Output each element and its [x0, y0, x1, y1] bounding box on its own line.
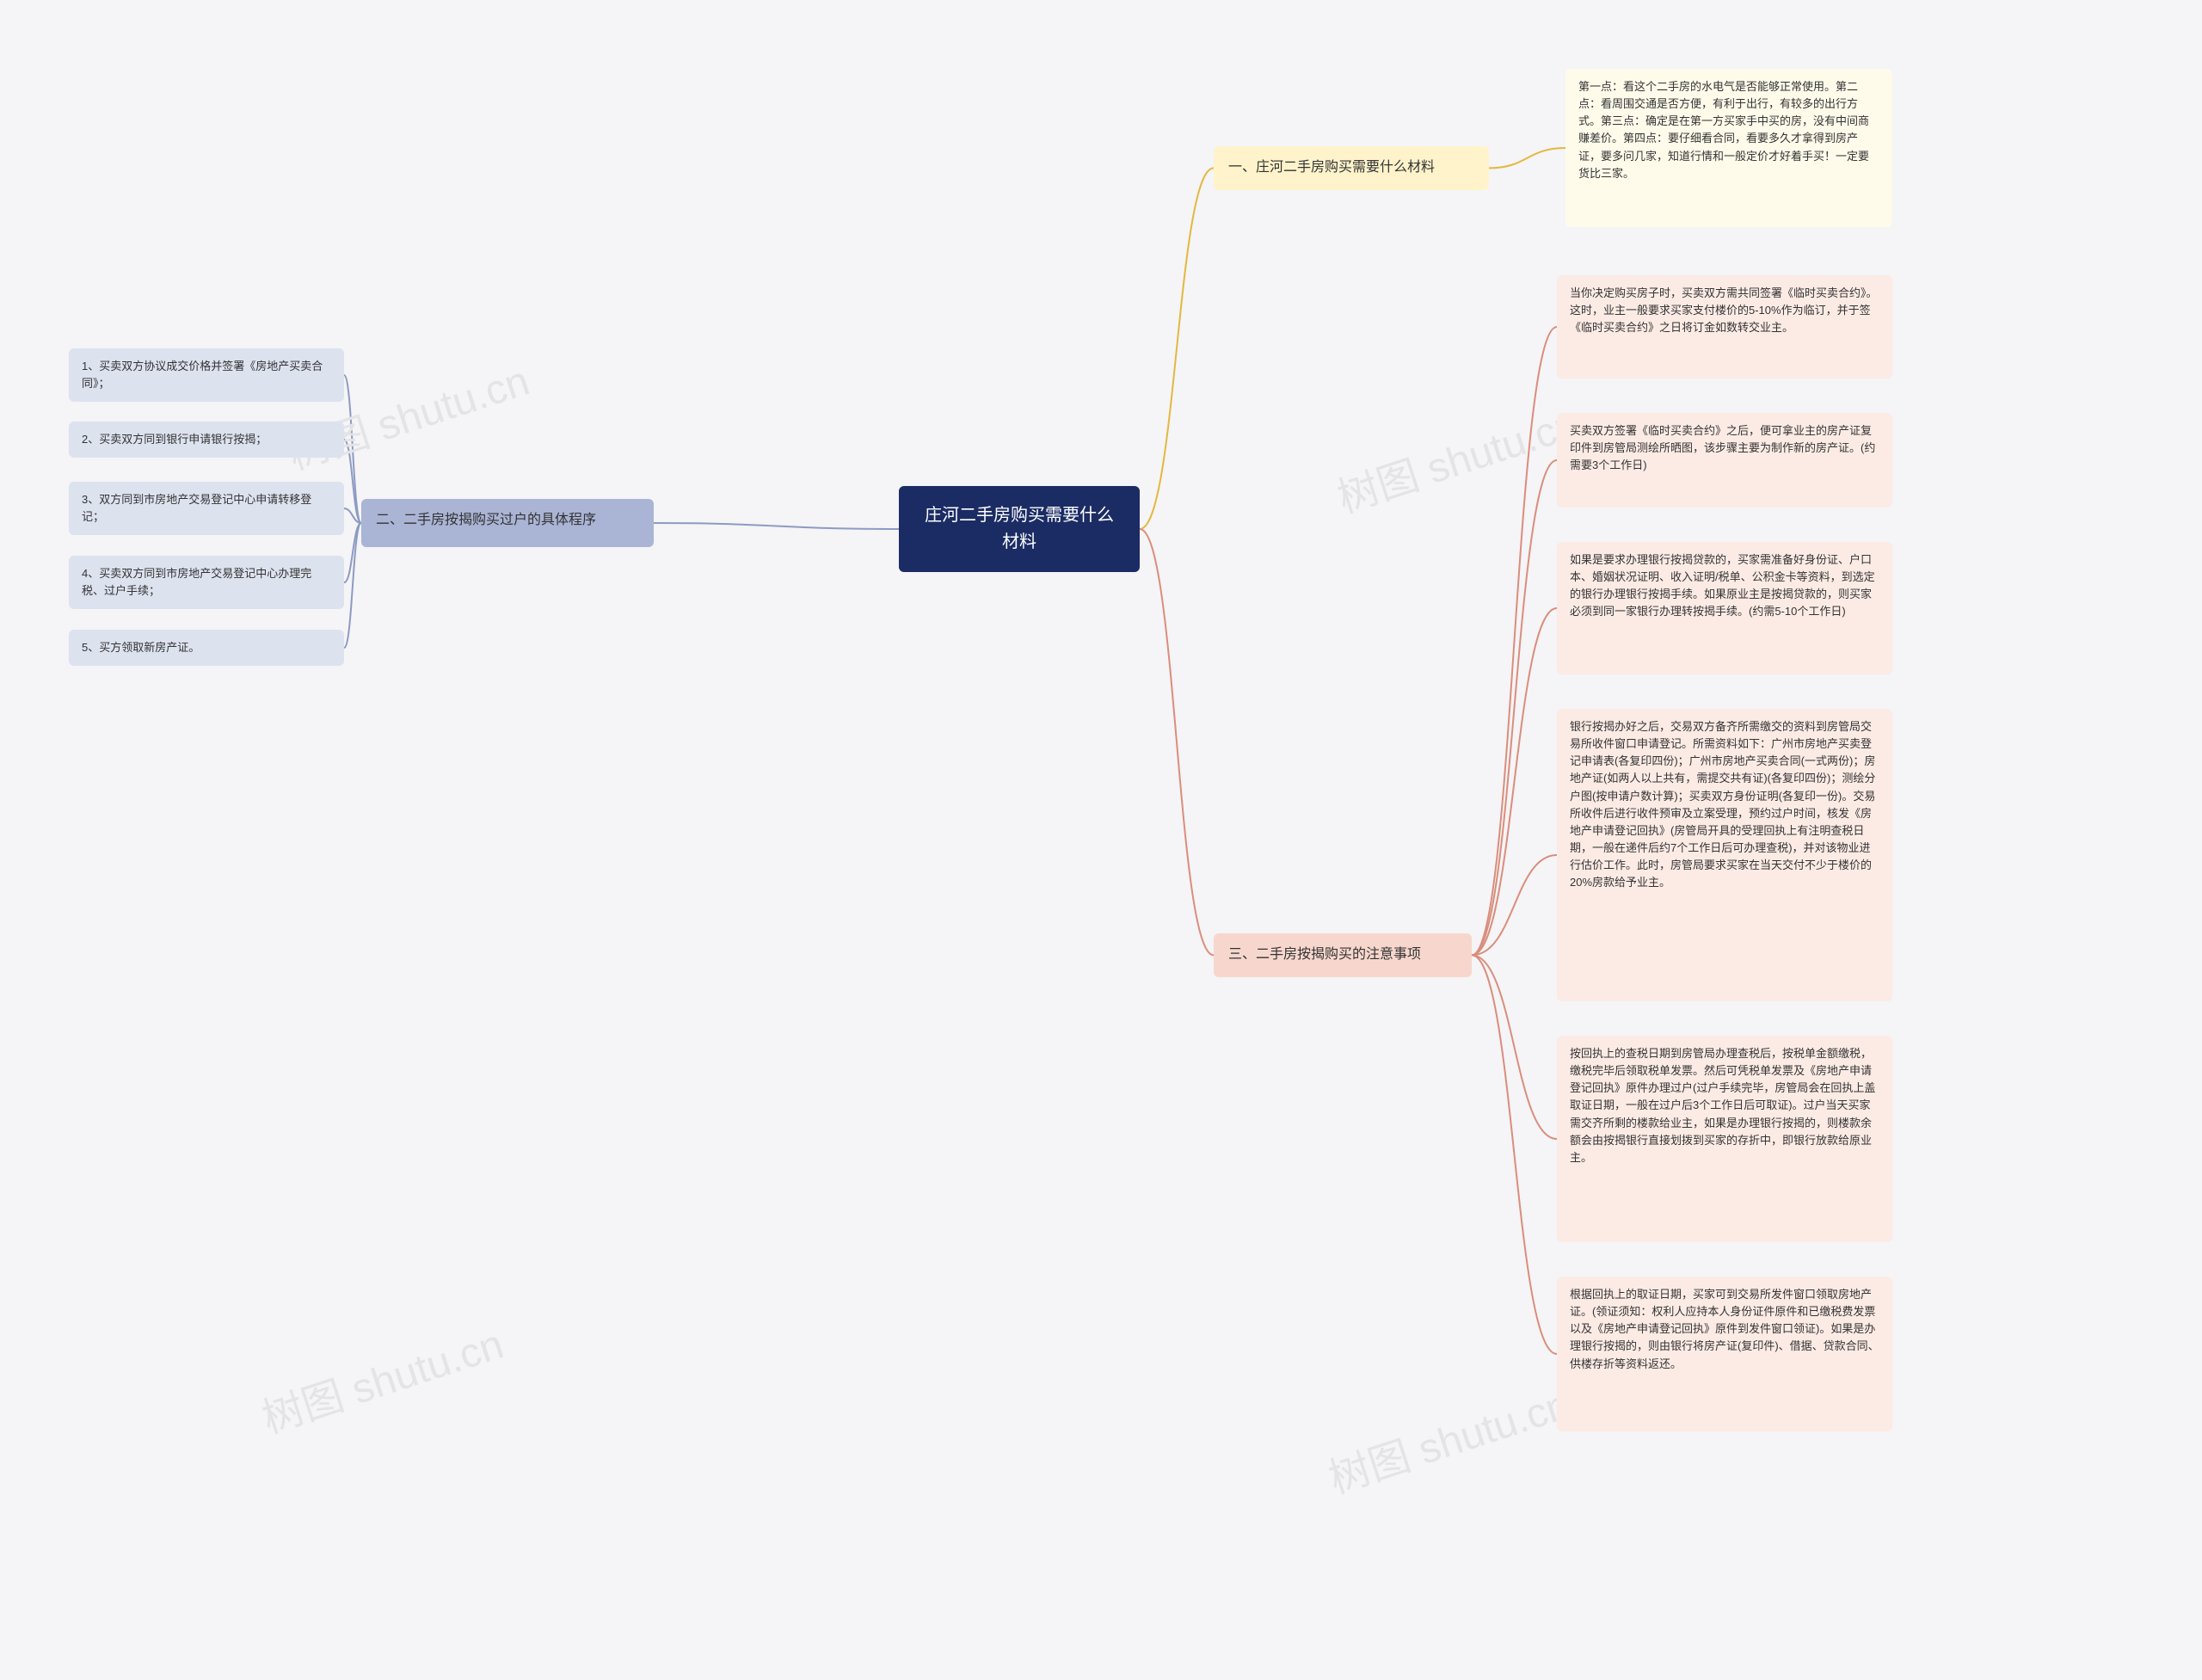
watermark: 树图 shutu.cn: [255, 1314, 513, 1452]
branch-2-leaf-1[interactable]: 1、买卖双方协议成交价格并签署《房地产买卖合同》；: [69, 348, 344, 402]
branch-2-leaf-2[interactable]: 2、买卖双方同到银行申请银行按揭；: [69, 422, 344, 458]
branch-1[interactable]: 一、庄河二手房购买需要什么材料: [1214, 146, 1489, 190]
branch-2-leaf-5[interactable]: 5、买方领取新房产证。: [69, 630, 344, 666]
branch-2-leaf-3[interactable]: 3、双方同到市房地产交易登记中心申请转移登记；: [69, 482, 344, 535]
root-node[interactable]: 庄河二手房购买需要什么材料: [899, 486, 1140, 572]
branch-3-leaf-5[interactable]: 按回执上的查税日期到房管局办理查税后，按税单金额缴税，缴税完毕后领取税单发票。然…: [1557, 1036, 1892, 1242]
branch-3[interactable]: 三、二手房按揭购买的注意事项: [1214, 933, 1472, 977]
branch-2-leaf-4[interactable]: 4、买卖双方同到市房地产交易登记中心办理完税、过户手续；: [69, 556, 344, 609]
branch-3-leaf-2[interactable]: 买卖双方签署《临时买卖合约》之后，便可拿业主的房产证复印件到房管局测绘所晒图，该…: [1557, 413, 1892, 508]
branch-1-leaf-1[interactable]: 第一点：看这个二手房的水电气是否能够正常使用。第二点：看周围交通是否方便，有利于…: [1565, 69, 1892, 227]
branch-3-leaf-4[interactable]: 银行按揭办好之后，交易双方备齐所需缴交的资料到房管局交易所收件窗口申请登记。所需…: [1557, 709, 1892, 1001]
branch-3-leaf-6[interactable]: 根据回执上的取证日期，买家可到交易所发件窗口领取房地产证。(领证须知：权利人应持…: [1557, 1277, 1892, 1431]
branch-3-leaf-3[interactable]: 如果是要求办理银行按揭贷款的，买家需准备好身份证、户口本、婚姻状况证明、收入证明…: [1557, 542, 1892, 674]
branch-3-leaf-1[interactable]: 当你决定购买房子时，买卖双方需共同签署《临时买卖合约》。这时，业主一般要求买家支…: [1557, 275, 1892, 378]
watermark: 树图 shutu.cn: [1330, 393, 1588, 532]
branch-2[interactable]: 二、二手房按揭购买过户的具体程序: [361, 499, 654, 547]
mindmap-canvas: 树图 shutu.cn 树图 shutu.cn 树图 shutu.cn 树图 s…: [0, 0, 2202, 1680]
watermark: 树图 shutu.cn: [1321, 1374, 1579, 1512]
